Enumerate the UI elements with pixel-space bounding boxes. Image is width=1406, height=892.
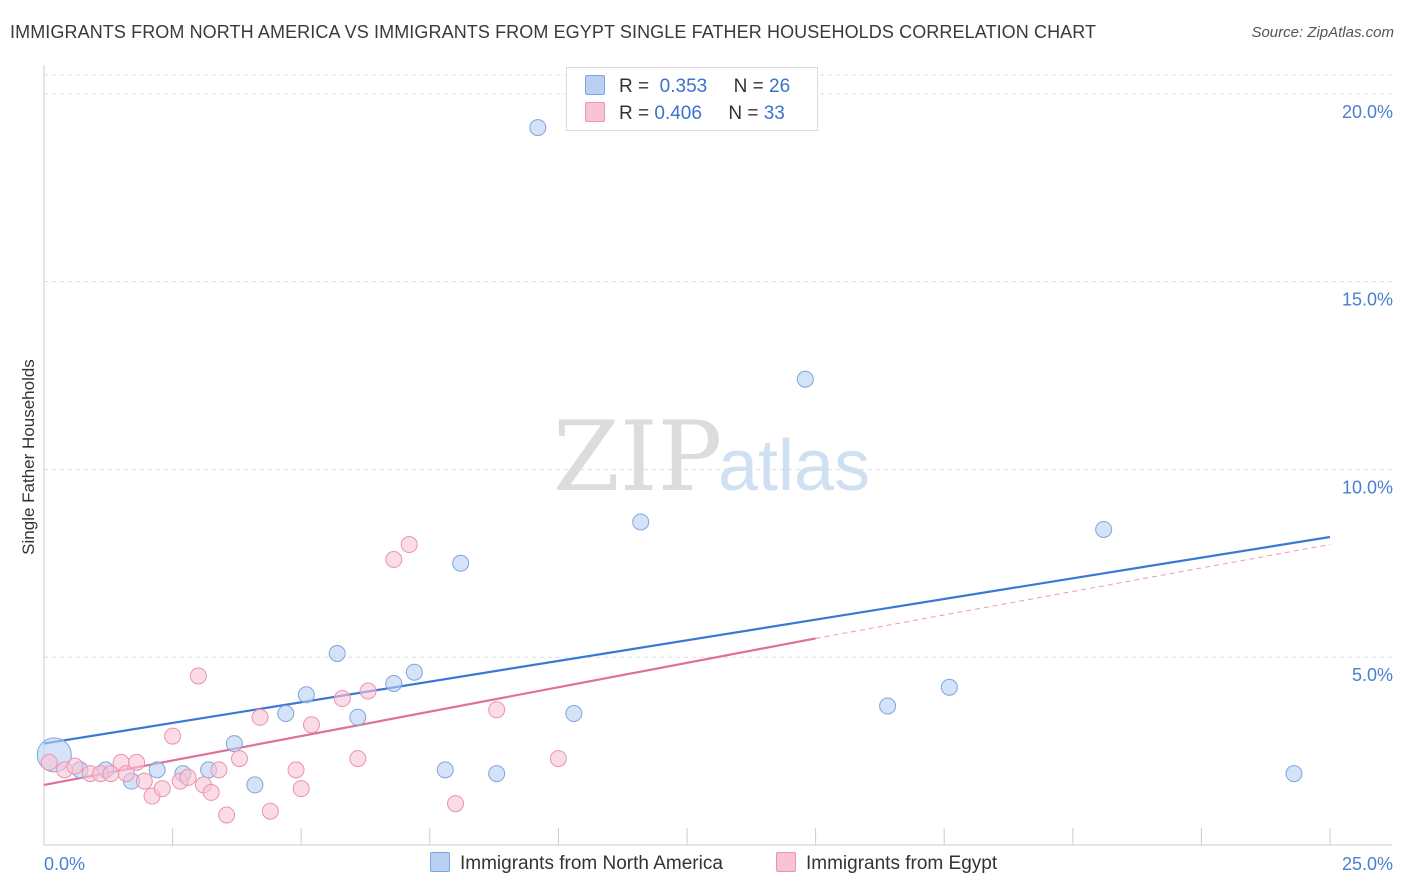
legend-r-value: 0.406 [654,103,702,124]
north-america-point [436,761,454,779]
north-america-point [246,776,264,794]
egypt-point [349,750,367,768]
egypt-point [251,708,269,726]
north-america-trend-line [43,535,1331,745]
legend-n-value: 33 [763,103,785,124]
egypt-point [189,667,207,685]
north-america-point [488,765,506,783]
north-america-point [225,735,243,753]
egypt-point [210,761,228,779]
egypt-point [359,682,377,700]
egypt-point [261,802,279,820]
y-tick-label: 20.0% [1342,102,1393,122]
egypt-point [202,783,220,801]
legend-item-egypt: Immigrants from Egypt [776,852,997,875]
egypt-point [135,772,153,790]
watermark-atlas: atlas [718,426,870,506]
north-america-point [297,686,315,704]
north-america-point [405,663,423,681]
watermark: ZIP atlas [553,401,870,513]
north-america-point [796,370,814,388]
north-america-point [148,761,166,779]
series-legend: Immigrants from North America Immigrants… [0,852,1406,878]
x-tick-labels: 0.0% 25.0% [44,854,1393,874]
legend-n-label: N = [728,103,759,124]
y-tick-labels: 5.0% 10.0% 15.0% 20.0% [1342,102,1393,685]
north-america-point [277,705,295,723]
egypt-point [179,768,197,786]
blue-swatch [430,852,450,872]
legend-r-label: R = [619,76,650,97]
blue-swatch [585,75,605,95]
egypt-point [302,716,320,734]
north-america-point [565,705,583,723]
egypt-point [488,701,506,719]
source-credit: Source: ZipAtlas.com [1251,24,1394,41]
north-america-point [879,697,897,715]
pink-swatch [585,102,605,122]
legend-item-north-america: Immigrants from North America [430,852,723,875]
egypt-point [287,761,305,779]
north-america-point [940,678,958,696]
y-tick-label: 5.0% [1352,665,1393,685]
data-points [36,119,1303,824]
x-tick-label: 0.0% [44,854,85,874]
north-america-point [452,554,470,572]
north-america-point [328,644,346,662]
legend-label: Immigrants from North America [460,853,723,874]
x-tick-label: 25.0% [1342,854,1393,874]
y-axis-label: Single Father Households [19,359,38,555]
north-america-point [529,119,547,137]
egypt-trend-extension [815,544,1331,639]
legend-label: Immigrants from Egypt [806,853,998,874]
egypt-point [66,757,84,775]
egypt-point [153,780,171,798]
north-america-point [349,708,367,726]
north-america-point [1285,765,1303,783]
north-america-point [632,513,650,531]
legend-r-value: 0.353 [659,76,708,97]
egypt-point [117,765,135,783]
egypt-point [230,750,248,768]
legend-n-label: N = [733,76,764,97]
y-tick-label: 15.0% [1342,290,1393,310]
egypt-point [164,727,182,745]
legend-row-egypt: R = 0.406 N = 33 [585,102,785,126]
legend-row-north-america: R = 0.353 N = 26 [585,75,790,99]
pink-swatch [776,852,796,872]
north-america-point [1095,520,1113,538]
legend-r-label: R = [619,103,650,124]
chart-title: IMMIGRANTS FROM NORTH AMERICA VS IMMIGRA… [10,22,1097,42]
egypt-point [292,780,310,798]
north-america-point [385,674,403,692]
legend-n-value: 26 [769,76,791,97]
correlation-legend: R = 0.353 N = 26 R = 0.406 N = 33 [566,67,818,131]
egypt-point [333,690,351,708]
egypt-point [40,753,58,771]
watermark-zip: ZIP [553,401,722,513]
y-tick-label: 10.0% [1342,477,1393,497]
egypt-trend-line [43,637,816,786]
egypt-point [447,795,465,813]
axes [43,65,1392,846]
egypt-point [128,753,146,771]
egypt-point [385,551,403,569]
egypt-point [218,806,236,824]
egypt-point [549,750,567,768]
egypt-point [400,536,418,554]
